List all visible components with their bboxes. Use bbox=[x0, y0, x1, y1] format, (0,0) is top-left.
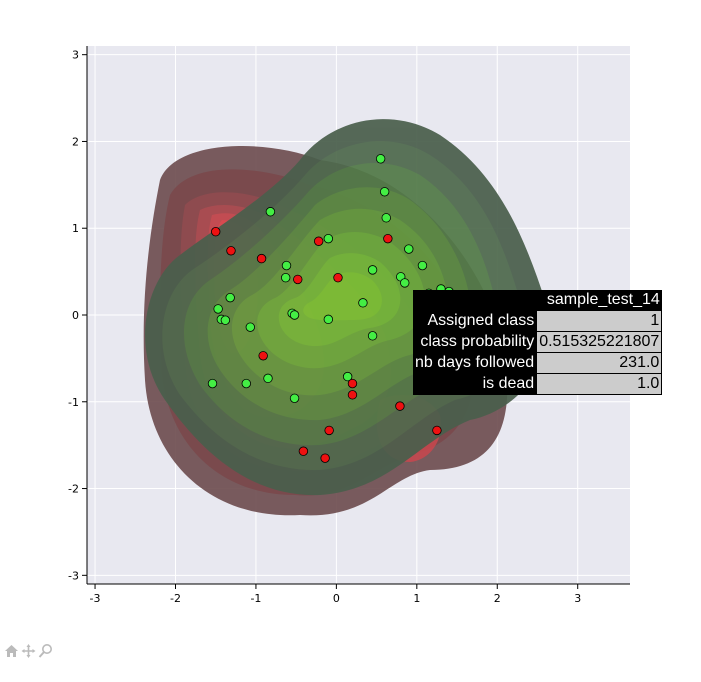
zoom-icon[interactable] bbox=[38, 643, 53, 659]
green-point[interactable] bbox=[323, 314, 334, 325]
pan-icon[interactable] bbox=[21, 643, 36, 659]
x-tick-label: -2 bbox=[170, 592, 181, 605]
green-point[interactable] bbox=[265, 207, 276, 217]
red-point[interactable] bbox=[333, 272, 343, 283]
x-tick-label: 1 bbox=[413, 592, 420, 605]
green-point[interactable] bbox=[379, 187, 390, 197]
red-point[interactable] bbox=[395, 401, 405, 411]
red-point[interactable] bbox=[226, 246, 236, 256]
x-tick-label: 0 bbox=[333, 592, 340, 605]
tooltip-row: nb days followed 231.0 bbox=[413, 352, 663, 374]
green-point[interactable] bbox=[213, 304, 223, 314]
red-point[interactable] bbox=[313, 236, 324, 246]
green-point[interactable] bbox=[289, 393, 300, 404]
green-point[interactable] bbox=[289, 310, 300, 320]
green-point[interactable] bbox=[280, 272, 291, 283]
tooltip-value: 1 bbox=[536, 310, 663, 332]
green-point[interactable] bbox=[367, 331, 378, 341]
tooltip-label: class probability bbox=[413, 331, 537, 353]
tooltip-value: 231.0 bbox=[536, 352, 663, 374]
green-point[interactable] bbox=[281, 260, 292, 271]
tooltip-row: class probability 0.515325221807 bbox=[413, 331, 663, 353]
green-point[interactable] bbox=[404, 244, 414, 254]
green-point[interactable] bbox=[245, 322, 256, 332]
green-point[interactable] bbox=[225, 292, 235, 303]
tooltip-title: sample_test_14 bbox=[413, 290, 662, 311]
y-tick-label: 1 bbox=[72, 222, 79, 235]
tooltip-label: nb days followed bbox=[413, 352, 537, 374]
red-point[interactable] bbox=[347, 390, 358, 400]
tooltip-value: 0.515325221807 bbox=[536, 331, 663, 353]
red-point[interactable] bbox=[347, 378, 358, 389]
green-point[interactable] bbox=[381, 213, 391, 223]
red-point[interactable] bbox=[256, 253, 267, 264]
x-tick-label: -3 bbox=[90, 592, 101, 605]
red-point[interactable] bbox=[320, 453, 330, 463]
y-tick-label: 3 bbox=[72, 49, 79, 62]
y-tick-label: 2 bbox=[72, 135, 79, 148]
x-tick-label: 3 bbox=[574, 592, 581, 605]
green-point[interactable] bbox=[220, 315, 231, 325]
y-tick-label: -1 bbox=[68, 396, 79, 409]
green-point[interactable] bbox=[417, 260, 428, 271]
ticks: -3 -2 -1 0 1 2 3 -3 -2 -1 0 1 2 3 bbox=[68, 49, 581, 605]
red-point[interactable] bbox=[383, 233, 393, 244]
red-point[interactable] bbox=[324, 425, 334, 436]
tooltip-row: Assigned class 1 bbox=[413, 310, 663, 332]
green-point[interactable] bbox=[358, 298, 368, 308]
red-point[interactable] bbox=[293, 274, 303, 285]
y-tick-label: -2 bbox=[68, 483, 79, 496]
sample-tooltip: sample_test_14 Assigned class 1 class pr… bbox=[413, 290, 663, 395]
tooltip-row: is dead 1.0 bbox=[413, 373, 663, 395]
y-tick-label: 0 bbox=[72, 309, 79, 322]
green-point[interactable] bbox=[375, 154, 386, 164]
red-point[interactable] bbox=[298, 446, 309, 456]
green-point[interactable] bbox=[263, 373, 273, 384]
x-tick-label: -1 bbox=[250, 592, 261, 605]
green-point[interactable] bbox=[342, 371, 353, 382]
green-point[interactable] bbox=[323, 233, 334, 244]
red-point[interactable] bbox=[211, 226, 221, 237]
home-icon[interactable] bbox=[4, 643, 19, 659]
tooltip-value: 1.0 bbox=[536, 373, 663, 395]
green-point[interactable] bbox=[207, 378, 218, 389]
red-point[interactable] bbox=[432, 425, 442, 436]
tooltip-label: is dead bbox=[413, 373, 537, 395]
toolbar bbox=[4, 643, 53, 659]
y-tick-label: -3 bbox=[68, 569, 79, 582]
red-point[interactable] bbox=[258, 351, 268, 361]
green-point[interactable] bbox=[400, 278, 410, 288]
green-point[interactable] bbox=[367, 265, 378, 275]
green-point[interactable] bbox=[241, 378, 251, 389]
x-tick-label: 2 bbox=[494, 592, 501, 605]
tooltip-label: Assigned class bbox=[413, 310, 537, 332]
